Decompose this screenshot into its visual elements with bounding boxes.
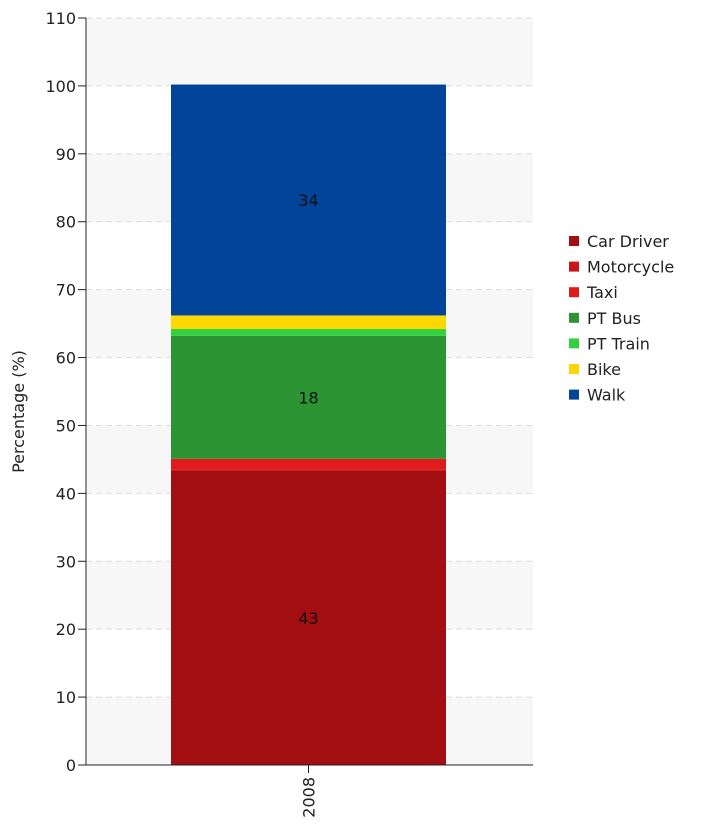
- bar-segment: [171, 470, 446, 765]
- data-labels: 43 18 34: [298, 191, 318, 628]
- legend-swatch: [569, 287, 579, 298]
- legend-label: Motorcycle: [587, 258, 674, 277]
- bar-segment: [171, 329, 446, 336]
- y-tick-label: 40: [56, 484, 76, 503]
- bar-segment: [171, 315, 446, 330]
- y-tick-label: 50: [56, 416, 76, 435]
- data-label: 43: [298, 609, 318, 628]
- legend-label: Taxi: [586, 283, 618, 302]
- x-tick-label: 2008: [300, 777, 319, 818]
- legend-swatch: [569, 236, 579, 246]
- legend-swatch: [569, 312, 579, 323]
- legend-label: PT Bus: [587, 309, 641, 328]
- legend-swatch: [569, 338, 579, 349]
- legend-swatch: [569, 261, 579, 272]
- legend-label: Walk: [587, 386, 626, 405]
- bar-segment: [171, 458, 446, 470]
- legend-label: Car Driver: [587, 232, 669, 251]
- y-tick-label: 90: [56, 145, 76, 164]
- axes: [85, 18, 533, 766]
- y-tick-label: 70: [56, 281, 76, 300]
- y-tick-label: 20: [56, 620, 76, 639]
- y-tick-label: 60: [56, 349, 76, 368]
- bar-segment: [171, 469, 446, 471]
- legend: Car Driver Motorcycle Taxi PT Bus PT Train Bi…: [569, 232, 674, 405]
- y-tick-label: 10: [56, 688, 76, 707]
- bar-segment: [171, 335, 446, 459]
- y-tick-label: 80: [56, 213, 76, 232]
- legend-swatch: [569, 364, 579, 374]
- legend-swatch: [569, 389, 579, 400]
- y-axis-ticks: 0 10 20 30 40 50 60 70 80 90 100 110: [45, 9, 86, 775]
- y-tick-label: 100: [45, 77, 76, 96]
- y-tick-label: 30: [56, 552, 76, 571]
- bar-segments: [171, 84, 446, 765]
- y-axis-title: Percentage (%): [9, 350, 28, 473]
- background-band: [87, 18, 533, 86]
- data-label: 18: [298, 388, 318, 407]
- legend-label: Bike: [587, 360, 621, 379]
- data-label: 34: [298, 191, 318, 210]
- x-axis-ticks: 2008: [300, 765, 319, 818]
- legend-label: PT Train: [587, 334, 650, 353]
- y-tick-label: 0: [66, 756, 76, 775]
- y-tick-label: 110: [45, 9, 76, 28]
- bar-segment: [171, 84, 446, 316]
